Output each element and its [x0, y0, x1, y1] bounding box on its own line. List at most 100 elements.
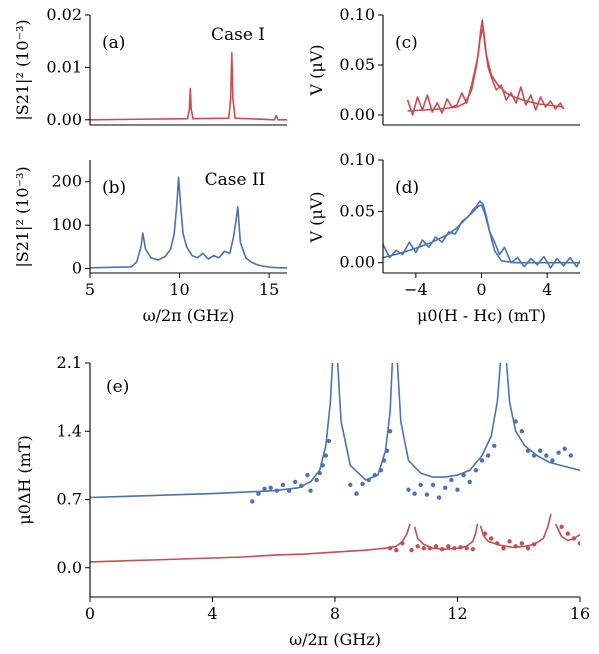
point-e-6-10 — [452, 546, 457, 551]
point-e-1-37 — [479, 458, 485, 463]
ytick-label-b-1: 100 — [51, 215, 82, 234]
point-e-1-49 — [568, 453, 574, 458]
point-e-1-44 — [537, 448, 543, 453]
ytick-label-d-1: 0.05 — [339, 201, 375, 220]
point-e-1-12 — [317, 470, 322, 476]
xtick-label-e-0: 0 — [85, 604, 95, 623]
point-e-1-25 — [406, 487, 411, 492]
point-e-1-4 — [274, 488, 280, 493]
ytick-label-b-0: 0 — [72, 259, 82, 278]
panel-c: 0.00 0.05 0.10 (c) V (μV) — [307, 5, 580, 126]
point-e-1-21 — [378, 468, 384, 473]
point-e-6-1 — [394, 548, 399, 553]
point-e-6-11 — [458, 545, 463, 550]
panel-label-c: (c) — [395, 33, 418, 53]
point-e-1-24 — [387, 429, 393, 434]
series-line-e-0 — [90, 363, 580, 499]
panel-d: 0.00 0.05 0.10 −4 0 4 (d) V (μV) μ0(H - Hc) (mT) — [307, 150, 580, 325]
point-e-1-35 — [467, 479, 472, 485]
ytick-label-b-2: 200 — [51, 172, 82, 191]
point-e-6-24 — [565, 531, 570, 536]
point-e-6-23 — [559, 524, 564, 529]
point-e-1-15 — [326, 438, 332, 444]
point-e-1-1 — [256, 491, 261, 496]
point-e-1-10 — [308, 488, 313, 493]
point-e-1-17 — [354, 491, 359, 496]
series-group-e — [90, 363, 580, 563]
point-e-1-47 — [556, 450, 561, 455]
point-e-1-20 — [372, 472, 378, 478]
ytick-label-d-2: 0.10 — [339, 150, 375, 169]
point-e-6-19 — [513, 544, 518, 549]
point-e-1-33 — [455, 487, 460, 492]
point-e-1-26 — [412, 491, 417, 496]
point-e-6-16 — [495, 541, 500, 546]
point-e-1-14 — [323, 453, 329, 458]
point-e-1-31 — [443, 485, 448, 490]
point-e-1-22 — [381, 458, 387, 463]
ylabel-c: V (μV) — [307, 44, 326, 96]
point-e-1-0 — [250, 499, 255, 504]
point-e-1-36 — [473, 468, 479, 473]
point-e-1-41 — [519, 429, 525, 434]
point-e-1-16 — [348, 482, 353, 488]
point-e-1-8 — [299, 483, 304, 489]
xtick-label-d-1: 0 — [476, 280, 486, 299]
series-line-e-3 — [413, 523, 479, 550]
point-e-1-34 — [461, 472, 466, 478]
point-e-1-23 — [384, 448, 390, 453]
point-e-1-40 — [513, 419, 518, 424]
ytick-label-e-1: 0.7 — [57, 490, 82, 509]
ytick-label-c-2: 0.10 — [339, 5, 375, 24]
point-e-6-7 — [433, 544, 439, 549]
point-e-1-29 — [430, 482, 436, 488]
point-e-1-18 — [360, 481, 365, 487]
point-e-6-18 — [507, 539, 512, 544]
point-e-1-32 — [449, 477, 454, 483]
point-e-6-5 — [421, 546, 427, 551]
point-e-1-30 — [436, 495, 442, 500]
point-e-1-6 — [286, 488, 292, 493]
xtick-label-b-2: 15 — [259, 280, 279, 299]
point-e-1-5 — [280, 482, 286, 488]
point-e-6-0 — [387, 546, 393, 551]
panel-label-e: (e) — [106, 377, 129, 397]
point-e-1-46 — [550, 458, 555, 463]
point-e-6-21 — [525, 546, 531, 551]
xtick-label-d-2: 4 — [542, 280, 552, 299]
panel-label-d: (d) — [395, 178, 419, 198]
panel-label-a: (a) — [102, 33, 125, 53]
xtick-label-e-2: 8 — [330, 604, 340, 623]
panel-e: 0.0 0.7 1.4 2.1 0 4 8 12 16 (e) μ0ΔH (mT) ω/2π (GHz… — [15, 353, 590, 649]
point-e-6-14 — [482, 531, 488, 536]
point-e-1-2 — [262, 486, 267, 491]
point-e-1-7 — [292, 479, 298, 485]
ylabel-b: |S21|² (10⁻³) — [13, 166, 32, 267]
panel-b: 0 100 200 5 10 15 (b) Case II |S21|² (10⁻³) ω/2π … — [13, 160, 287, 325]
ylabel-e: μ0ΔH (mT) — [15, 435, 34, 525]
point-e-1-43 — [531, 453, 537, 458]
point-e-1-42 — [525, 448, 531, 453]
point-e-1-3 — [268, 485, 273, 490]
series-line-c-1 — [406, 19, 565, 116]
ytick-label-c-1: 0.05 — [339, 55, 375, 74]
ytick-label-d-0: 0.00 — [339, 253, 375, 272]
point-e-6-13 — [470, 547, 476, 552]
ytick-label-c-0: 0.00 — [339, 105, 375, 124]
series-line-e-2 — [90, 523, 411, 563]
ytick-label-e-2: 1.4 — [57, 421, 82, 440]
point-e-6-20 — [519, 541, 525, 546]
series-line-d-1 — [383, 200, 580, 269]
series-group-c — [406, 19, 565, 116]
point-e-6-9 — [446, 544, 451, 549]
point-e-1-19 — [366, 477, 371, 483]
series-group-d — [383, 200, 580, 269]
point-e-6-3 — [409, 548, 414, 553]
xlabel-e: ω/2π (GHz) — [289, 630, 381, 649]
ytick-label-a-2: 0.02 — [46, 5, 82, 24]
panel-label-b: (b) — [102, 178, 126, 198]
ytick-label-e-0: 0.0 — [57, 558, 82, 577]
point-e-1-28 — [424, 492, 430, 497]
point-e-1-38 — [485, 453, 491, 458]
